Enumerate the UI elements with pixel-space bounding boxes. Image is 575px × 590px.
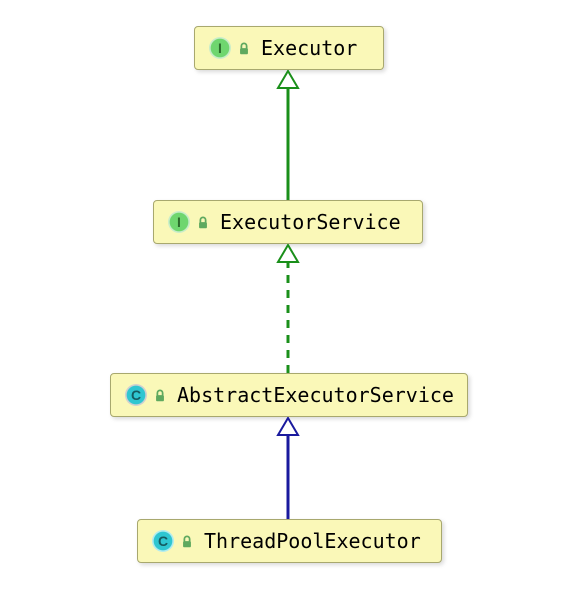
- class-node-label: AbstractExecutorService: [177, 383, 454, 407]
- class-badge-icon: C: [152, 530, 174, 552]
- class-node-threadPoolExecutor: C ThreadPoolExecutor: [137, 519, 442, 563]
- class-node-executor: I Executor: [194, 26, 384, 70]
- edge-abstractExecutorService-to-executorService: [273, 244, 303, 373]
- edge-executorService-to-executor: [273, 70, 303, 200]
- interface-badge-icon: I: [168, 211, 190, 233]
- lock-icon: [237, 41, 251, 55]
- lock-icon: [196, 215, 210, 229]
- class-node-label: Executor: [261, 36, 357, 60]
- edge-threadPoolExecutor-to-abstractExecutorService: [273, 417, 303, 519]
- lock-icon: [180, 534, 194, 548]
- interface-badge-icon: I: [209, 37, 231, 59]
- class-node-label: ExecutorService: [220, 210, 401, 234]
- class-node-abstractExecutorService: C AbstractExecutorService: [110, 373, 468, 417]
- abstract_class-badge-icon: C: [125, 384, 147, 406]
- class-node-executorService: I ExecutorService: [153, 200, 423, 244]
- class-node-label: ThreadPoolExecutor: [204, 529, 421, 553]
- lock-icon: [153, 388, 167, 402]
